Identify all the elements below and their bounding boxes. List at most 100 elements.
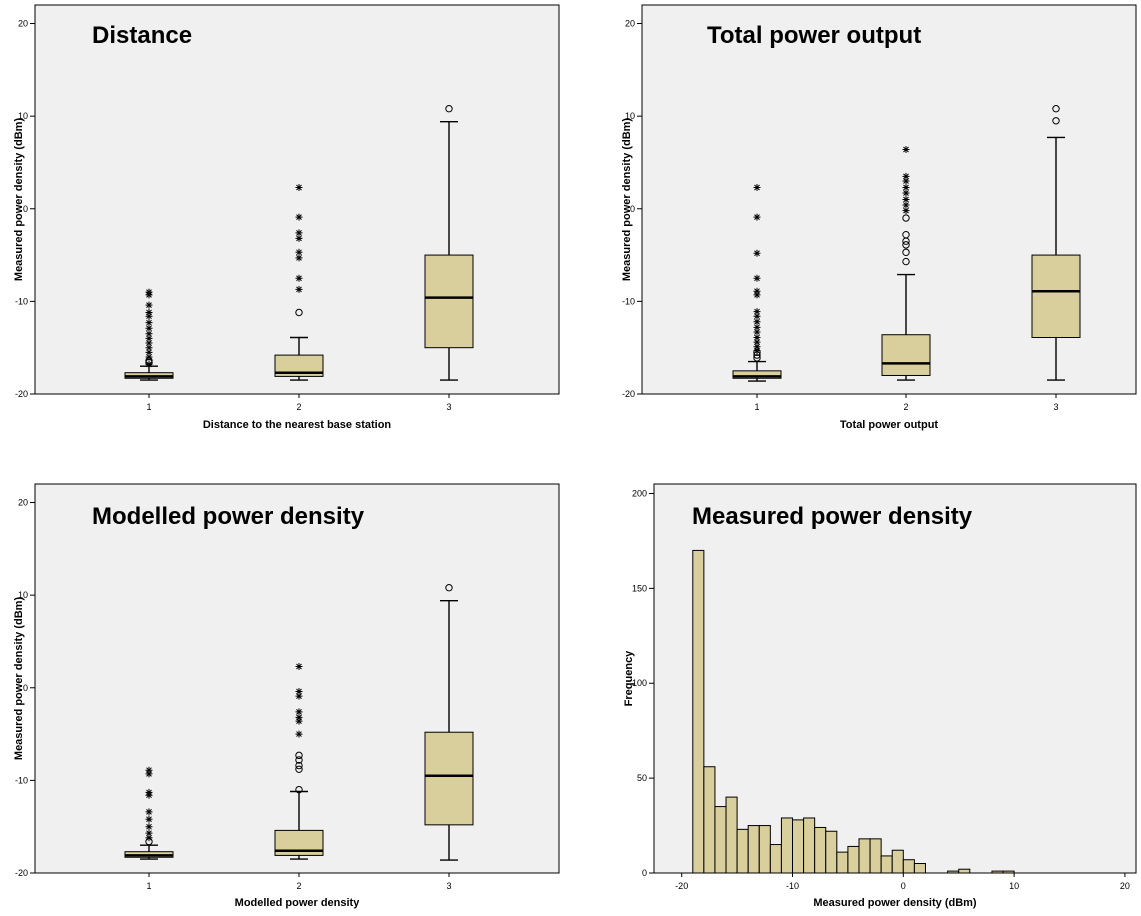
outlier-star — [902, 145, 910, 153]
outlier-star — [753, 274, 761, 282]
outlier-star — [295, 274, 303, 282]
outlier-star — [145, 808, 153, 816]
x-tick-label: 3 — [446, 881, 451, 891]
x-tick-label: 2 — [296, 881, 301, 891]
iqr-box — [732, 370, 782, 379]
y-tick-label: -20 — [622, 389, 635, 399]
outlier-star — [295, 687, 303, 695]
outlier-circle — [295, 308, 303, 317]
y-tick-label: 200 — [632, 488, 647, 498]
plot-area — [34, 4, 560, 395]
y-tick-label: -10 — [15, 296, 28, 306]
outlier-circle — [295, 765, 303, 773]
outlier-circle — [902, 214, 910, 222]
x-tick-label: 3 — [446, 402, 451, 412]
y-tick-label: 150 — [632, 583, 647, 593]
outlier-star — [753, 249, 761, 257]
histogram-bar — [703, 766, 716, 874]
chart-title: Measured power density — [692, 503, 973, 530]
outlier-circle — [753, 354, 761, 362]
outlier-star — [295, 234, 303, 242]
histogram-bar — [803, 817, 816, 874]
outlier-star — [145, 348, 153, 356]
x-tick-label: 0 — [901, 881, 906, 891]
histogram-bar — [847, 845, 860, 874]
y-tick-label: 20 — [18, 498, 28, 508]
outlier-circle — [295, 761, 303, 770]
outlier-circle — [902, 230, 910, 239]
outlier-star — [753, 323, 761, 331]
outlier-star — [753, 318, 761, 326]
chart-title: Total power output — [707, 22, 921, 49]
outlier-star — [295, 229, 303, 237]
outlier-star — [753, 338, 761, 346]
iqr-box — [274, 354, 324, 377]
outlier-star — [295, 248, 303, 256]
outlier-star — [295, 692, 303, 700]
outlier-star — [145, 788, 153, 796]
y-tick-label: 0 — [23, 204, 28, 214]
x-tick-label: 2 — [296, 402, 301, 412]
histogram-bar — [947, 870, 960, 874]
x-tick-label: -20 — [675, 881, 688, 891]
outlier-star — [145, 360, 153, 368]
y-tick-label: 50 — [637, 773, 647, 783]
y-tick-label: -20 — [15, 868, 28, 878]
histogram-bar — [1002, 870, 1015, 874]
outlier-star — [295, 662, 303, 670]
x-axis-label: Measured power density (dBm) — [813, 897, 977, 909]
histogram-bar — [825, 830, 838, 874]
outlier-star — [145, 334, 153, 342]
outlier-star — [295, 708, 303, 716]
outlier-star — [902, 196, 910, 203]
histogram-bar — [736, 828, 749, 874]
outlier-star — [145, 823, 153, 831]
outlier-star — [902, 189, 910, 197]
y-tick-label: 20 — [18, 19, 28, 29]
y-tick-label: 0 — [23, 683, 28, 693]
outlier-star — [145, 288, 153, 296]
x-tick-label: 2 — [903, 402, 908, 412]
histogram-bar — [792, 819, 805, 874]
outlier-star — [902, 201, 910, 209]
histogram-bar — [692, 549, 705, 874]
outlier-circle — [295, 756, 303, 764]
iqr-box — [424, 731, 474, 826]
chart-title: Distance — [92, 22, 192, 49]
outlier-star — [753, 328, 761, 336]
histogram-bar — [869, 838, 882, 874]
outlier-star — [902, 177, 910, 185]
outlier-star — [145, 815, 153, 823]
outlier-circle — [445, 584, 453, 592]
histogram-bar — [780, 817, 794, 874]
x-tick-label: -10 — [786, 881, 799, 891]
histogram-bar — [858, 838, 871, 874]
outlier-star — [145, 312, 153, 320]
box-plot-3 — [424, 105, 474, 381]
x-axis-label: Total power output — [840, 419, 939, 431]
box-plot-3 — [424, 584, 474, 861]
outlier-circle — [902, 241, 910, 249]
outlier-circle — [1052, 105, 1060, 113]
y-tick-label: 10 — [625, 111, 635, 121]
outlier-star — [902, 183, 910, 191]
x-tick-label: 1 — [754, 402, 759, 412]
outlier-star — [145, 324, 153, 332]
histogram-bar — [714, 806, 727, 874]
histogram-bar — [913, 863, 926, 874]
y-tick-label: -10 — [622, 296, 635, 306]
outlier-circle — [295, 751, 303, 760]
chart-panel-distance: -20 -10 0 10 20 Measured power density (dBm) D… — [13, 4, 560, 431]
x-tick-label: 3 — [1053, 402, 1058, 412]
histogram-bar — [758, 825, 771, 874]
outlier-star — [295, 713, 303, 721]
outlier-star — [902, 207, 910, 215]
outlier-star — [145, 766, 153, 774]
y-tick-label: 20 — [625, 19, 635, 29]
outlier-star — [145, 344, 153, 352]
outlier-star — [753, 346, 761, 354]
box-plot-2 — [274, 183, 324, 381]
y-tick-label: 10 — [18, 590, 28, 600]
outlier-star — [145, 339, 153, 347]
